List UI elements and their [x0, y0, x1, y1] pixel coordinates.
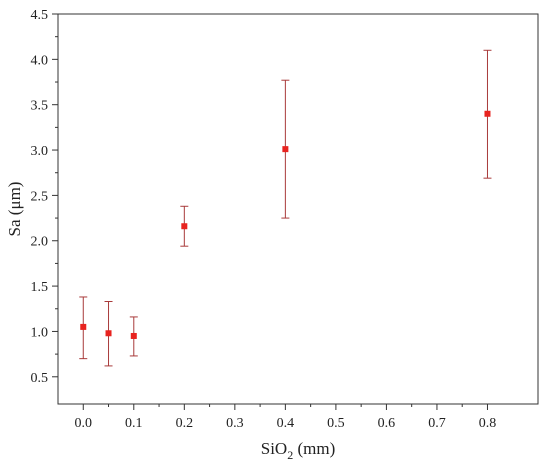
x-tick-label: 0.8 [479, 416, 497, 431]
x-tick-label: 0.2 [176, 416, 194, 431]
x-tick-label: 0.0 [75, 416, 93, 431]
data-marker [130, 332, 137, 339]
x-axis: 0.0 0.1 0.2 0.3 0.4 0.5 0.6 0.7 0.8 [75, 404, 497, 431]
x-tick-label: 0.6 [378, 416, 396, 431]
x-axis-title-subscript: 2 [287, 448, 293, 462]
data-marker [181, 223, 188, 230]
x-tick-label: 0.7 [428, 416, 446, 431]
y-tick-label: 3.0 [31, 144, 49, 159]
y-tick-label: 4.5 [31, 8, 49, 23]
y-axis: 0.5 1.0 1.5 2.0 2.5 3.0 3.5 4.0 4.5 [31, 8, 58, 386]
y-tick-label: 4.0 [31, 53, 49, 68]
y-tick-label: 2.0 [31, 235, 49, 250]
y-axis-title: Sa (μm) [5, 182, 24, 237]
x-tick-label: 0.1 [125, 416, 143, 431]
x-axis-title-unit: (mm) [293, 439, 335, 458]
x-tick-label: 0.5 [327, 416, 345, 431]
data-marker [484, 110, 491, 117]
data-point [129, 316, 138, 357]
x-tick-label: 0.3 [226, 416, 244, 431]
data-point [483, 49, 492, 179]
y-tick-label: 0.5 [31, 371, 49, 386]
data-point [180, 205, 189, 247]
y-tick-label: 1.0 [31, 325, 49, 340]
plot-frame [57, 13, 539, 405]
x-axis-title-main: SiO [261, 439, 287, 458]
data-point [281, 79, 290, 219]
data-marker [105, 330, 112, 337]
data-marker [282, 146, 289, 153]
y-tick-label: 2.5 [31, 189, 49, 204]
x-tick-label: 0.4 [277, 416, 295, 431]
data-point [104, 301, 113, 367]
data-series [79, 49, 492, 367]
data-marker [80, 323, 87, 330]
y-tick-label: 3.5 [31, 99, 49, 114]
y-tick-label: 1.5 [31, 280, 49, 295]
data-point [79, 296, 88, 360]
x-axis-title: SiO2 (mm) [261, 439, 336, 462]
